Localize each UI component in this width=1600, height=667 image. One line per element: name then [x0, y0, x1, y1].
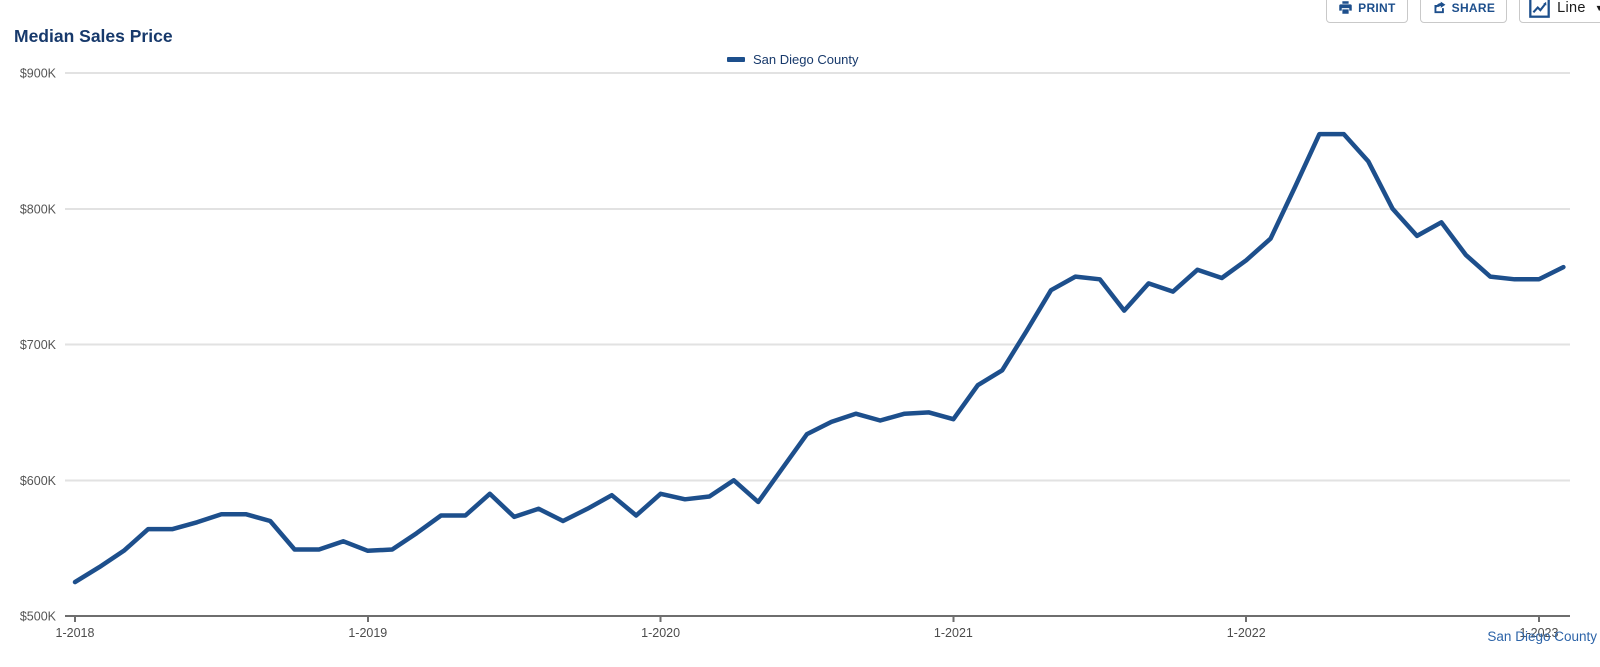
x-tick-label-1-2019: 1-2019 [348, 626, 387, 640]
source-series-label: San Diego County [1487, 629, 1597, 644]
y-tick-label-$500K: $500K [20, 610, 57, 624]
print-button-label: PRINT [1358, 0, 1396, 15]
print-button[interactable]: PRINT [1326, 0, 1408, 23]
chart-type-dropdown[interactable]: Line ▼ [1519, 0, 1600, 23]
series-line-san-diego-county[interactable] [72, 131, 1566, 585]
y-tick-label-$700K: $700K [20, 338, 57, 352]
line-chart-icon [1529, 0, 1550, 18]
y-tick-label-$900K: $900K [20, 67, 57, 81]
y-tick-label-$600K: $600K [20, 474, 57, 488]
legend-swatch [727, 57, 745, 62]
x-tick-label-1-2022: 1-2022 [1227, 626, 1266, 640]
x-tick-label-1-2023: 1-2023 [1520, 626, 1559, 640]
share-button-label: SHARE [1451, 0, 1496, 15]
x-tick-label-1-2021: 1-2021 [934, 626, 973, 640]
y-tick-label-$800K: $800K [20, 202, 57, 216]
legend: San Diego County [727, 52, 859, 67]
share-button[interactable]: SHARE [1419, 0, 1508, 23]
x-tick-label-1-2020: 1-2020 [641, 626, 680, 640]
legend-series-label: San Diego County [753, 52, 859, 67]
printer-icon [1338, 0, 1353, 15]
page-title: Median Sales Price [14, 26, 173, 46]
x-tick-label-1-2018: 1-2018 [56, 626, 95, 640]
chart-toolbar: PRINT SHARE Line ▼ [1326, 0, 1600, 23]
chart-type-label: Line [1557, 0, 1586, 16]
share-icon [1432, 0, 1447, 15]
chevron-down-icon: ▼ [1594, 2, 1600, 13]
